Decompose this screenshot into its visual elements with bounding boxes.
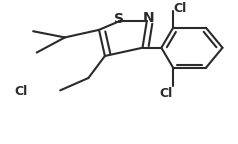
Text: N: N bbox=[143, 11, 154, 25]
Text: Cl: Cl bbox=[15, 85, 28, 98]
Text: Cl: Cl bbox=[159, 87, 173, 100]
Text: Cl: Cl bbox=[173, 2, 186, 15]
Text: S: S bbox=[114, 12, 124, 26]
